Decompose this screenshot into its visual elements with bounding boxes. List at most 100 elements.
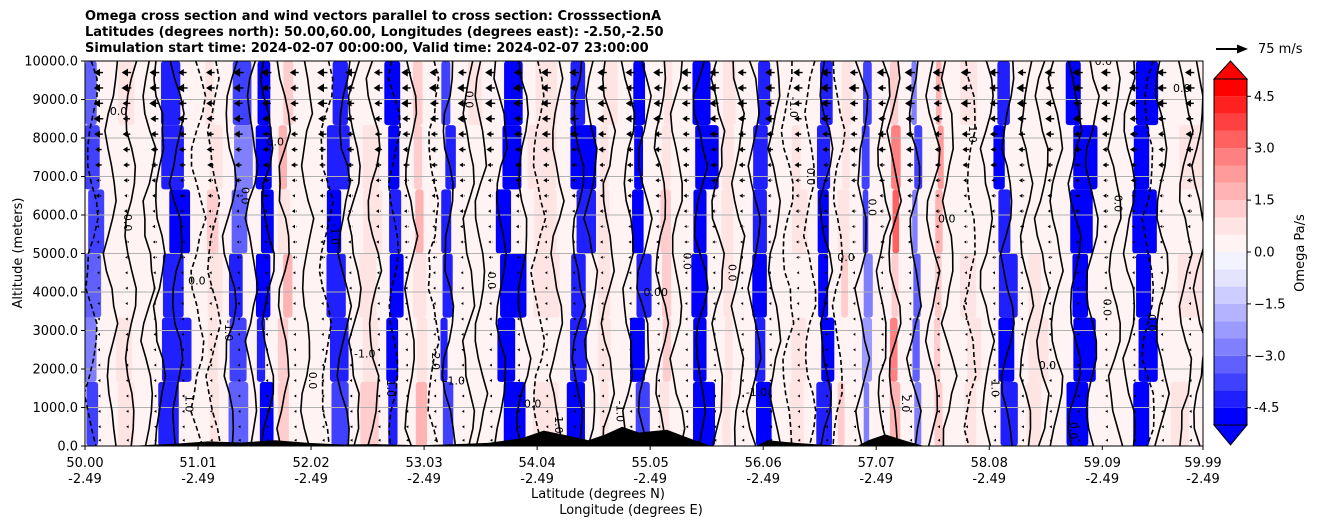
wind-arrow-4-10-head: [208, 225, 212, 229]
omega-band-22-seg-0: [758, 61, 771, 126]
wind-arrow-37-15-head: [1132, 302, 1135, 306]
wind-arrow-8-10-head: [320, 224, 323, 229]
wind-arrow-23-9-head: [739, 209, 743, 213]
wind-arrow-12-14-head: [433, 286, 436, 290]
wind-arrow-22-7-head: [711, 178, 715, 183]
wind-arrow-38-18: [1160, 348, 1164, 352]
wind-arrow-7-9-head: [291, 209, 296, 214]
wind-arrow-9-24-head: [350, 438, 353, 442]
wind-arrow-19-0-head: [625, 68, 632, 77]
wind-arrow-24-21-head: [769, 394, 772, 398]
wind-arrow-33-7-head: [1018, 178, 1023, 183]
wind-arrow-0-17: [97, 332, 100, 336]
wind-arrow-20-3: [653, 114, 663, 123]
wind-arrow-18-23-head: [601, 425, 605, 429]
wind-arrow-38-21: [1161, 394, 1164, 398]
wind-arrow-24-11: [768, 240, 773, 244]
wind-arrow-17-9: [572, 209, 577, 213]
wind-arrow-24-3: [765, 114, 775, 123]
wind-arrow-4-5-head: [206, 146, 212, 153]
wind-arrow-20-15: [656, 302, 660, 306]
wind-arrow-34-11-head: [1047, 240, 1051, 244]
wind-arrow-12-5-head: [430, 146, 436, 153]
wind-arrow-14-17: [489, 332, 492, 336]
wind-arrow-6-19: [265, 363, 269, 367]
wind-arrow-9-22: [349, 409, 353, 413]
wind-arrow-35-23: [1077, 425, 1080, 429]
wind-arrow-23-6-head: [738, 162, 744, 168]
wind-arrow-21-1: [681, 84, 691, 92]
wind-arrow-35-10-head: [1075, 225, 1079, 229]
wind-arrow-23-10: [739, 224, 745, 229]
wind-arrow-39-13-head: [1188, 271, 1191, 275]
wind-arrow-30-23-head: [937, 425, 940, 429]
wind-arrow-35-16: [1076, 317, 1080, 321]
wind-arrow-32-17: [992, 332, 996, 336]
wind-arrow-29-23-head: [909, 425, 913, 429]
wind-arrow-15-22: [517, 409, 521, 413]
wind-arrow-27-13-head: [852, 271, 855, 275]
wind-arrow-24-23: [769, 425, 773, 429]
wind-arrow-13-17: [461, 332, 464, 336]
wind-arrow-13-9-head: [459, 209, 463, 214]
wind-arrow-39-3: [1185, 115, 1194, 122]
colorbar-band-9: [1214, 252, 1247, 270]
omega-band-20-seg-5: [693, 381, 715, 446]
wind-arrow-15-15: [516, 302, 520, 306]
wind-arrow-21-16: [685, 317, 688, 321]
wind-arrow-1-2-head: [122, 100, 128, 107]
wind-arrow-37-23-head: [1133, 425, 1136, 429]
wind-arrow-14-12: [488, 255, 493, 259]
wind-arrow-3-12-head: [180, 255, 184, 259]
wind-arrow-18-13: [600, 271, 604, 275]
wind-arrow-4-16: [209, 317, 212, 321]
omega-band-8-seg-4: [329, 317, 349, 382]
wind-arrow-39-11: [1187, 240, 1192, 244]
wind-arrow-28-4-head: [877, 130, 884, 138]
wind-arrow-27-11: [852, 240, 857, 244]
omega-band-29-seg-1: [937, 125, 944, 190]
wind-arrow-17-7-head: [571, 178, 575, 183]
wind-arrow-14-19: [489, 363, 492, 367]
wind-arrow-9-21: [349, 394, 353, 398]
wind-arrow-11-19: [405, 363, 408, 367]
wind-arrow-10-20-head: [377, 379, 381, 383]
wind-arrow-21-12-head: [684, 255, 687, 259]
wind-arrow-16-2-head: [541, 99, 548, 108]
wind-arrow-13-19: [461, 363, 464, 367]
wind-arrow-1-5-head: [122, 146, 128, 153]
wind-arrow-15-7-head: [515, 178, 520, 183]
wind-arrow-2-0-head: [149, 68, 157, 77]
contour-line-25: [529, 61, 547, 446]
wind-arrow-31-11: [963, 240, 968, 244]
wind-arrow-16-19-head: [545, 363, 548, 367]
wind-arrow-3-1: [177, 83, 188, 93]
wind-arrow-14-1-head: [485, 83, 492, 92]
wind-arrow-32-22: [993, 409, 996, 413]
wind-arrow-30-9-head: [935, 209, 939, 214]
wind-arrow-17-12: [572, 255, 575, 259]
contour-line-62: [1191, 61, 1203, 446]
wind-arrow-0-11: [96, 240, 101, 244]
wind-arrow-17-23-head: [573, 425, 577, 429]
wind-arrow-29-6: [906, 162, 913, 168]
wind-arrow-16-17-head: [545, 332, 548, 336]
wind-arrow-27-16: [852, 317, 856, 321]
wind-arrow-4-2: [206, 99, 215, 107]
wind-arrow-27-17-head: [852, 332, 856, 336]
wind-arrow-7-2-head: [290, 100, 296, 107]
omega-band-30-seg-4: [967, 317, 982, 382]
wind-arrow-4-4: [207, 131, 214, 137]
wind-arrow-27-10: [851, 225, 856, 229]
wind-arrow-31-13: [964, 271, 967, 275]
wind-arrow-4-19-head: [209, 363, 213, 367]
wind-arrow-19-4: [626, 130, 634, 138]
wind-arrow-23-20: [741, 379, 744, 383]
wind-arrow-24-21: [769, 394, 772, 398]
omega-band-1-seg-4: [116, 317, 132, 382]
wind-arrow-15-11: [516, 240, 521, 244]
wind-arrow-3-19-head: [181, 363, 185, 367]
wind-arrow-37-21-head: [1133, 394, 1136, 398]
wind-arrow-21-20-head: [685, 379, 688, 383]
wind-arrow-24-8-head: [767, 193, 771, 198]
